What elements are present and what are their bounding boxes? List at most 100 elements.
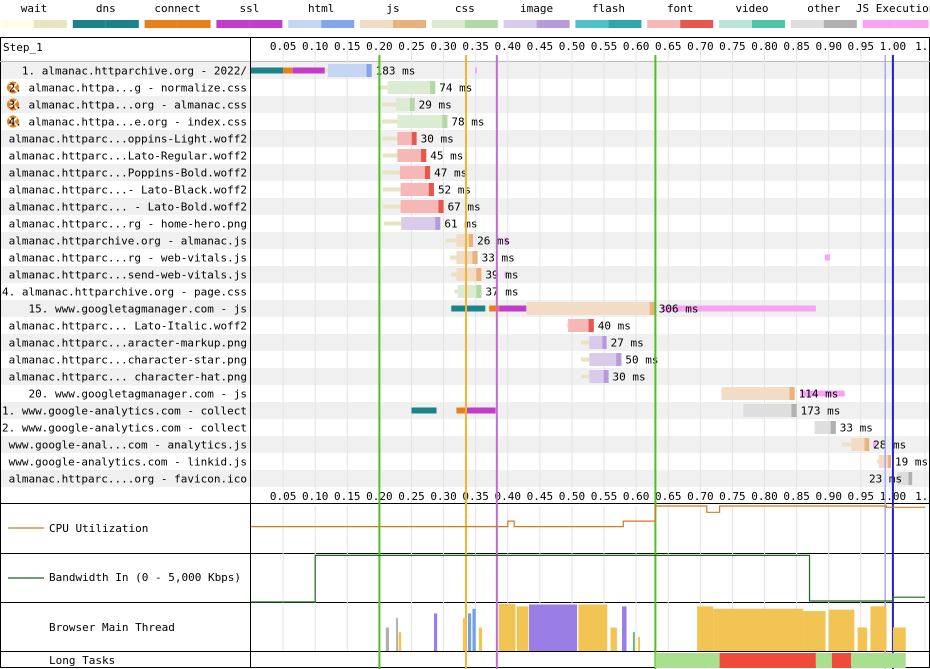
request-row[interactable]: 3. almanac.httpa...org - almanac.css — [7, 98, 247, 112]
request-timing: 78 ms — [451, 116, 484, 129]
request-row[interactable]: 24. www.google-analytics.com - linkid.js — [0, 456, 247, 469]
request-label: 4. almanac.httpa...e.org - index.css — [9, 116, 247, 129]
request-row[interactable]: 6. almanac.httparc...Lato-Regular.woff2 — [0, 150, 247, 163]
request-timing: 26 ms — [477, 235, 510, 248]
request-row[interactable]: 20. www.googletagmanager.com - js — [28, 388, 247, 401]
ssl-segment — [466, 407, 496, 414]
request-label: 19. almanac.httparc... character-hat.png — [0, 371, 247, 384]
request-row[interactable]: 16. almanac.httparc... Lato-Italic.woff2 — [0, 320, 247, 333]
request-label: 22. www.google-analytics.com - collect — [0, 422, 247, 435]
request-row[interactable]: 22. www.google-analytics.com - collect — [0, 422, 247, 435]
wait-segment — [324, 68, 329, 73]
request-label: 3. almanac.httpa...org - almanac.css — [9, 99, 247, 112]
wait-segment — [449, 255, 457, 260]
legend-swatch — [680, 20, 714, 28]
legend-swatch — [608, 20, 642, 28]
tick-label: 0.45 — [527, 490, 554, 503]
long-task-segment — [655, 653, 720, 668]
request-bar: 114 ms — [721, 387, 845, 401]
wait-segment — [841, 442, 852, 447]
request-row[interactable]: 12. almanac.httparc...rg - web-vitals.js — [0, 252, 247, 265]
request-row[interactable]: 13. almanac.httparc...send-web-vitals.js — [0, 269, 247, 282]
request-label: 17. almanac.httparc...aracter-markup.png — [0, 337, 247, 350]
request-timing: 27 ms — [611, 337, 644, 350]
request-row[interactable]: 1. almanac.httparchive.org - 2022/ — [22, 65, 247, 78]
tick-label: 0.30 — [430, 490, 457, 503]
legend-swatch — [862, 20, 896, 28]
main-thread-block — [828, 609, 855, 651]
js-execution-segment — [475, 67, 477, 74]
download-segment — [456, 234, 474, 247]
request-row[interactable]: 21. www.google-analytics.com - collect — [0, 405, 247, 418]
legend-swatch — [752, 20, 785, 28]
legend-swatch — [177, 20, 211, 28]
main-thread-block — [870, 606, 887, 651]
request-row[interactable]: 18. almanac.httparc...character-star.png — [0, 354, 247, 367]
request-row[interactable]: 8. almanac.httparc...- Lato-Black.woff2 — [0, 184, 247, 197]
download-tail-segment — [791, 404, 797, 417]
download-tail-segment — [366, 64, 372, 77]
download-tail-segment — [442, 115, 448, 128]
legend-label: video — [735, 2, 768, 15]
row-stripe — [1, 164, 929, 181]
request-timing: 45 ms — [430, 150, 463, 163]
wait-segment — [876, 459, 879, 464]
download-tail-segment — [603, 370, 609, 383]
request-row[interactable]: 14. almanac.httparchive.org - page.css — [0, 286, 247, 299]
main-thread-block — [462, 618, 467, 651]
main-thread-block — [638, 636, 640, 651]
request-timing: 50 ms — [625, 354, 658, 367]
request-bar: 39 ms — [451, 268, 519, 282]
legend-swatch — [105, 20, 139, 28]
download-tail-segment — [476, 268, 482, 281]
legend-label: JS Execution — [856, 2, 930, 15]
request-row[interactable]: 4. almanac.httpa...e.org - index.css — [7, 115, 247, 129]
request-bar: 30 ms — [382, 132, 454, 146]
request-bar: 33 ms — [449, 251, 830, 265]
main-thread-label: Browser Main Thread — [49, 621, 175, 634]
tick-label: 0.55 — [591, 40, 618, 53]
request-row[interactable]: 25. almanac.httparc....org - favicon.ico — [0, 473, 247, 486]
tick-label: 0.40 — [495, 40, 522, 53]
request-label: 18. almanac.httparc...character-star.png — [0, 354, 247, 367]
request-row[interactable]: 19. almanac.httparc... character-hat.png — [0, 371, 247, 384]
download-segment — [400, 183, 434, 196]
tick-label: 0.75 — [719, 40, 746, 53]
download-tail-segment — [421, 149, 427, 162]
request-row[interactable]: 17. almanac.httparc...aracter-markup.png — [0, 337, 247, 350]
tick-label: 1.0 — [915, 490, 930, 503]
request-row[interactable]: 9. almanac.httparc... - Lato-Bold.woff2 — [0, 201, 247, 214]
js-execution-segment — [873, 441, 877, 448]
wait-segment — [451, 272, 457, 277]
request-label: 7. almanac.httparc...Poppins-Bold.woff2 — [0, 167, 247, 180]
request-timing: 40 ms — [598, 320, 631, 333]
request-timing: 52 ms — [438, 184, 471, 197]
request-label: 6. almanac.httparc...Lato-Regular.woff2 — [0, 150, 247, 163]
request-row[interactable]: 15. www.googletagmanager.com - js — [28, 303, 247, 316]
legend-label: connect — [154, 2, 200, 15]
request-timing: 19 ms — [895, 456, 928, 469]
request-row[interactable]: 7. almanac.httparc...Poppins-Bold.woff2 — [0, 167, 247, 180]
request-row[interactable]: 2. almanac.httpa...g - normalize.css — [7, 81, 247, 95]
main-thread-block — [472, 608, 476, 651]
request-label: 23. www.google-anal...com - analytics.js — [0, 439, 247, 452]
tick-label: 0.95 — [848, 490, 875, 503]
download-segment — [400, 200, 444, 213]
download-segment — [526, 302, 655, 315]
legend-label: html — [308, 2, 335, 15]
request-row[interactable]: 23. www.google-anal...com - analytics.js — [0, 439, 247, 452]
request-row[interactable]: 10. almanac.httparc...rg - home-hero.png — [0, 218, 247, 231]
request-row[interactable]: 11. almanac.httparchive.org - almanac.js — [0, 235, 247, 248]
request-row[interactable]: 5. almanac.httparc...oppins-Light.woff2 — [0, 133, 247, 146]
download-segment — [399, 166, 431, 179]
download-segment — [568, 319, 594, 332]
wait-segment — [381, 119, 398, 124]
legend-label: dns — [96, 2, 116, 15]
legend-swatch — [393, 20, 426, 28]
render-blocking-icon-x — [8, 99, 18, 110]
request-label: 15. www.googletagmanager.com - js — [28, 303, 247, 316]
tick-label: 0.60 — [623, 40, 650, 53]
legend-label: other — [807, 2, 840, 15]
legend-swatch — [34, 20, 67, 28]
request-label: 2. almanac.httpa...g - normalize.css — [9, 82, 247, 95]
